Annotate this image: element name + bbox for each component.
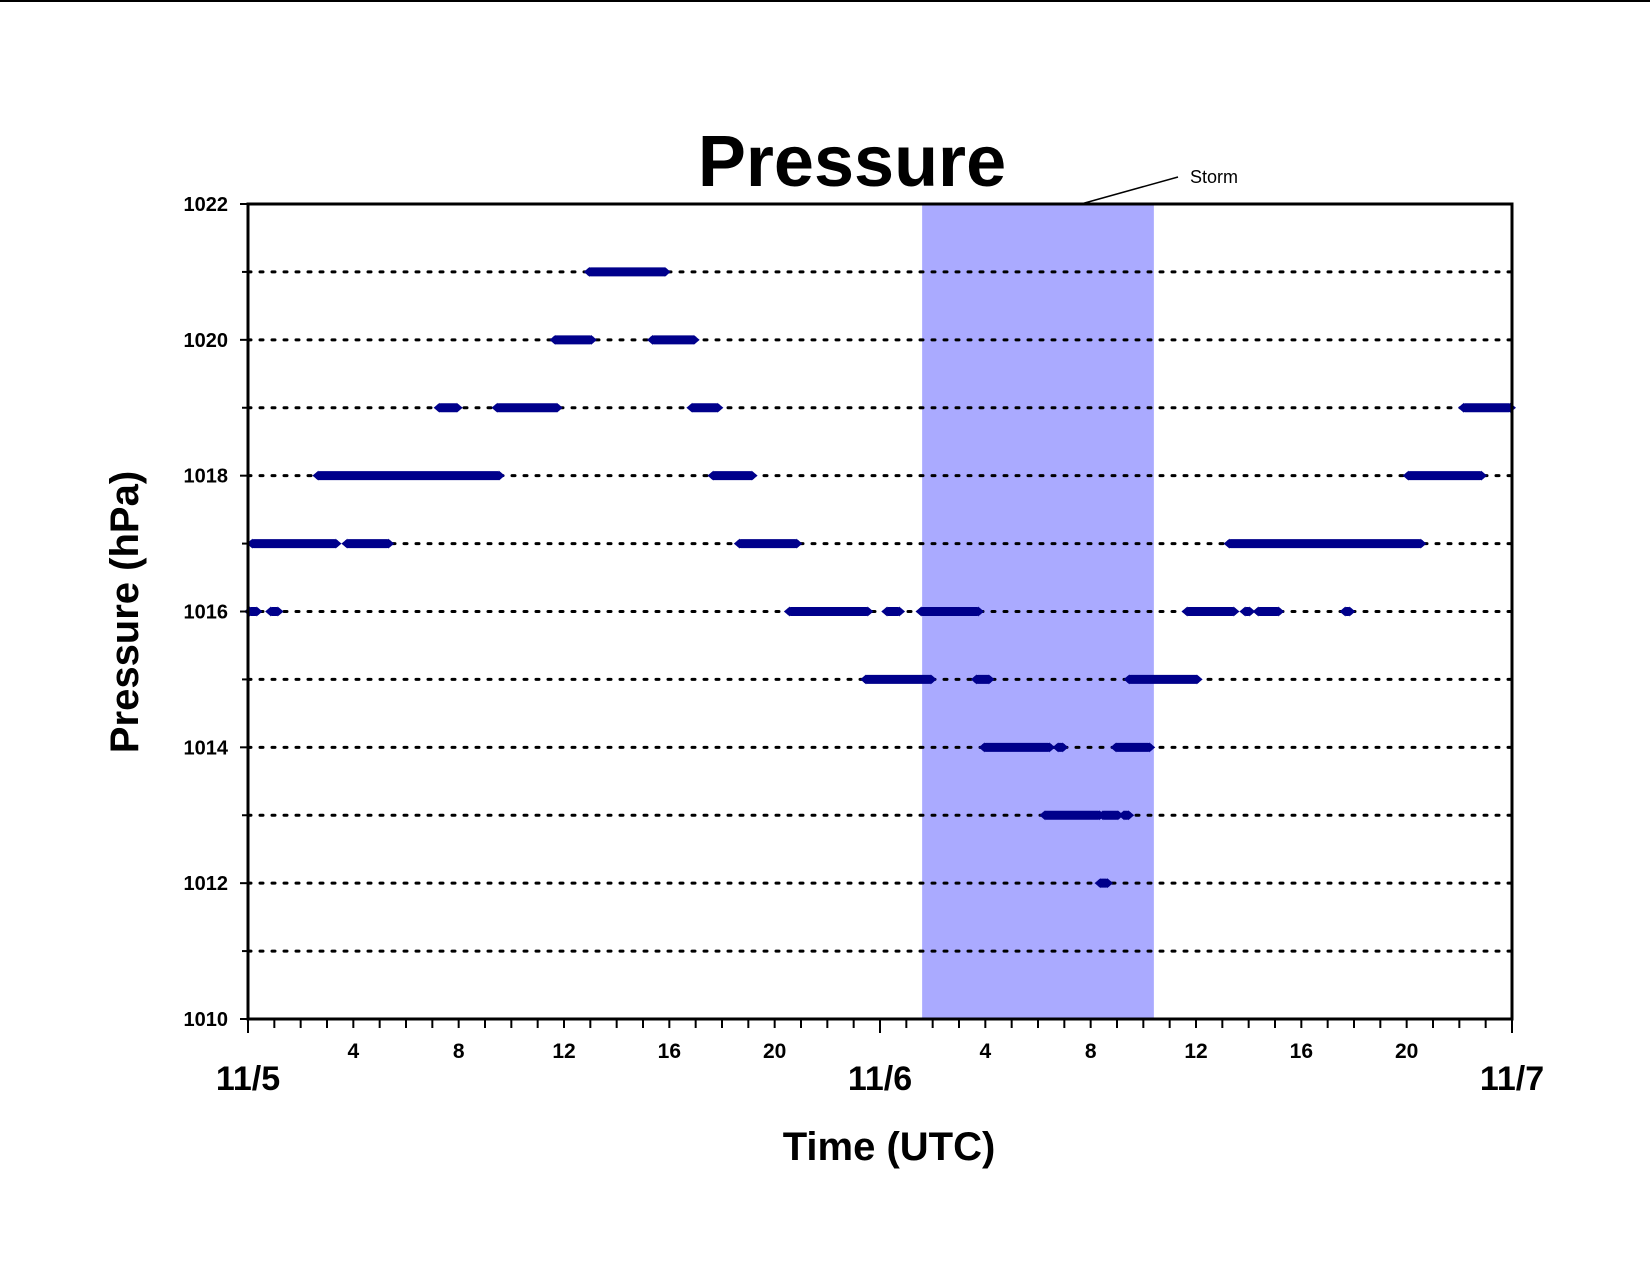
x-day-label: 11/5 bbox=[216, 1060, 280, 1098]
data-point bbox=[491, 402, 498, 413]
data-point bbox=[1223, 538, 1230, 549]
data-point bbox=[1278, 606, 1285, 617]
data-point bbox=[583, 266, 590, 277]
data-point bbox=[1110, 742, 1117, 753]
data-point bbox=[783, 606, 790, 617]
y-tick-label: 1016 bbox=[184, 602, 229, 624]
data-point bbox=[881, 606, 888, 617]
data-point bbox=[646, 334, 653, 345]
data-point bbox=[1181, 606, 1188, 617]
data-point bbox=[341, 538, 348, 549]
data-point bbox=[978, 742, 985, 753]
x-day-label: 11/6 bbox=[848, 1060, 912, 1098]
data-point bbox=[1252, 606, 1259, 617]
data-point bbox=[1420, 538, 1427, 549]
data-point bbox=[590, 334, 597, 345]
data-point bbox=[867, 606, 874, 617]
data-point bbox=[796, 538, 803, 549]
data-point bbox=[930, 674, 937, 685]
data-point bbox=[733, 538, 740, 549]
x-tick-label: 8 bbox=[1085, 1040, 1097, 1063]
data-point bbox=[556, 402, 563, 413]
storm-annotation: Storm bbox=[1190, 167, 1238, 187]
data-point bbox=[246, 538, 253, 549]
data-point bbox=[1457, 402, 1464, 413]
x-axis-label: Time (UTC) bbox=[783, 1125, 996, 1169]
y-tick-label: 1020 bbox=[184, 330, 229, 352]
data-point bbox=[988, 674, 995, 685]
data-point bbox=[265, 606, 272, 617]
data-point bbox=[1481, 470, 1488, 481]
chart-title: Pressure bbox=[698, 122, 1006, 202]
y-tick-label: 1010 bbox=[184, 1009, 229, 1031]
data-point bbox=[1094, 878, 1101, 889]
data-point bbox=[1339, 606, 1346, 617]
y-tick-label: 1018 bbox=[184, 466, 229, 488]
data-point bbox=[312, 470, 319, 481]
data-point bbox=[717, 402, 724, 413]
data-point bbox=[1118, 810, 1125, 821]
data-point bbox=[686, 402, 693, 413]
top-border bbox=[0, 0, 1650, 2]
y-axis-label: Pressure (hPa) bbox=[103, 471, 147, 753]
data-point bbox=[1149, 742, 1156, 753]
x-tick-label: 4 bbox=[347, 1040, 359, 1063]
data-point bbox=[1062, 742, 1069, 753]
x-tick-label: 8 bbox=[453, 1040, 465, 1063]
data-point bbox=[970, 674, 977, 685]
data-point bbox=[751, 470, 758, 481]
data-point bbox=[1107, 878, 1114, 889]
x-tick-label: 16 bbox=[658, 1040, 681, 1063]
x-tick-label: 4 bbox=[979, 1040, 991, 1063]
data-point bbox=[549, 334, 556, 345]
data-point bbox=[899, 606, 906, 617]
data-point bbox=[456, 402, 463, 413]
data-point bbox=[1049, 742, 1056, 753]
x-tick-label: 12 bbox=[552, 1040, 575, 1063]
x-tick-label: 20 bbox=[1395, 1040, 1418, 1063]
data-point bbox=[433, 402, 440, 413]
data-point bbox=[915, 606, 922, 617]
x-tick-label: 20 bbox=[763, 1040, 786, 1063]
data-point bbox=[1097, 810, 1104, 821]
data-point bbox=[1233, 606, 1240, 617]
data-point bbox=[664, 266, 671, 277]
x-tick-label: 12 bbox=[1184, 1040, 1207, 1063]
data-point bbox=[1402, 470, 1409, 481]
x-day-label: 11/7 bbox=[1480, 1060, 1544, 1098]
y-tick-label: 1022 bbox=[184, 194, 229, 216]
data-point bbox=[277, 606, 284, 617]
data-point bbox=[256, 606, 263, 617]
data-point bbox=[1349, 606, 1356, 617]
data-point bbox=[1039, 810, 1046, 821]
storm-annotation-line bbox=[1080, 176, 1179, 205]
data-point bbox=[707, 470, 714, 481]
data-point bbox=[1249, 606, 1256, 617]
data-point bbox=[1239, 606, 1246, 617]
plot-frame bbox=[246, 202, 1514, 1021]
data-point bbox=[388, 538, 395, 549]
data-point bbox=[498, 470, 505, 481]
x-tick-label: 16 bbox=[1290, 1040, 1313, 1063]
data-point bbox=[1196, 674, 1203, 685]
data-point bbox=[1128, 810, 1135, 821]
data-point bbox=[978, 606, 985, 617]
data-point bbox=[1052, 742, 1059, 753]
data-point bbox=[860, 674, 867, 685]
data-point bbox=[693, 334, 700, 345]
data-point bbox=[335, 538, 342, 549]
y-tick-label: 1014 bbox=[184, 737, 229, 759]
y-tick-label: 1012 bbox=[184, 873, 229, 895]
data-point bbox=[1123, 674, 1130, 685]
